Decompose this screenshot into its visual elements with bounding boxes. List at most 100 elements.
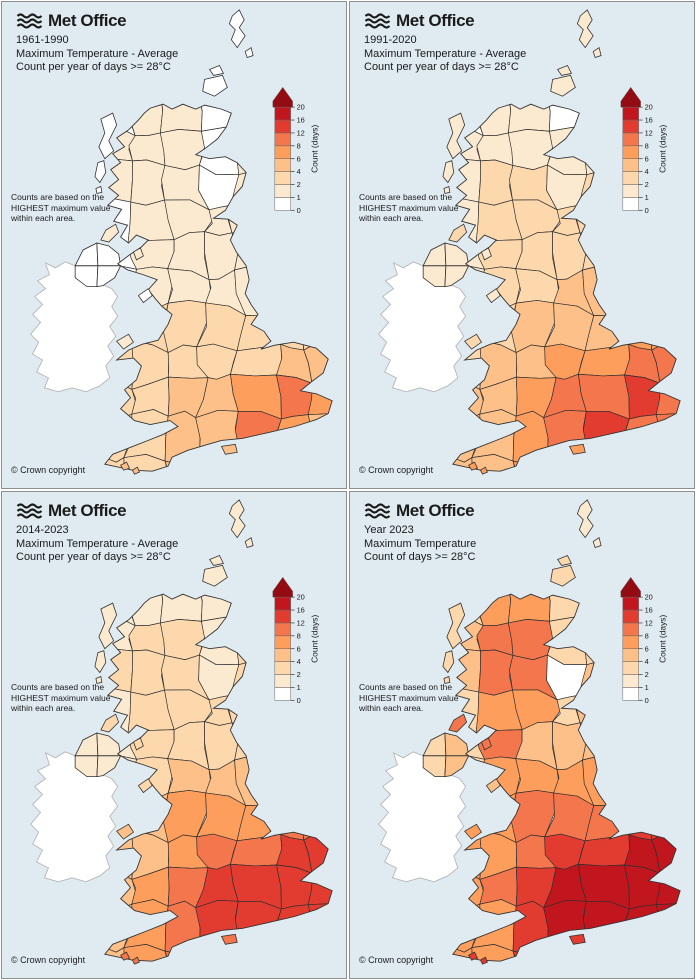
legend-tick-label: 20 [645, 593, 653, 602]
legend-segment [274, 197, 291, 211]
county-area [268, 268, 309, 308]
hebrides-islands [442, 602, 466, 684]
county-area [266, 234, 316, 279]
wight-islands [220, 443, 238, 455]
county-area [582, 410, 630, 450]
county-area [659, 942, 681, 962]
county-area [227, 694, 280, 727]
northern-ireland-county [96, 732, 122, 757]
county-area [276, 864, 313, 910]
met-office-logo: Met Office [16, 501, 178, 521]
legend-tick-label: 12 [297, 618, 305, 627]
county-area [164, 900, 201, 956]
shetland-islands [576, 499, 602, 549]
met-office-waves-icon [16, 503, 43, 519]
great-britain-coastline [452, 103, 681, 472]
legend-segment [274, 158, 291, 172]
county-area [233, 594, 272, 628]
panel-title: 2014-2023 Maximum Temperature - Average … [16, 524, 178, 565]
county-area [623, 414, 662, 458]
legend-segment [274, 171, 291, 185]
county-area [655, 382, 681, 419]
copyright-text: © Crown copyright [11, 955, 86, 965]
title-period: 2014-2023 [16, 524, 69, 536]
method-note: Counts are based on the HIGHEST maximum … [359, 682, 459, 713]
northern-ireland-county [422, 265, 447, 288]
legend-tick-label: 16 [297, 116, 305, 125]
county-area [198, 939, 243, 962]
legend-segment [622, 184, 639, 198]
county-area [579, 232, 618, 271]
legend-tick-label: 4 [297, 167, 301, 176]
channel-islands [120, 951, 140, 965]
county-area [614, 724, 664, 769]
county-area [478, 159, 514, 206]
county-area [311, 942, 333, 962]
county-area [302, 237, 333, 282]
county-area [512, 457, 555, 472]
hebrides-islands [94, 602, 118, 684]
county-area [616, 758, 657, 798]
county-area [621, 449, 664, 472]
anglesey-islands [464, 823, 483, 840]
legend-segment [622, 609, 639, 624]
county-area [575, 204, 628, 237]
northern-ireland-county [444, 755, 470, 778]
county-area [273, 939, 316, 962]
county-area [311, 452, 333, 472]
legend-axis-label: Count (days) [657, 614, 667, 662]
legend-arrow [272, 576, 293, 598]
county-area [650, 767, 681, 802]
county-area [302, 277, 333, 312]
county-area [659, 452, 681, 472]
county-area [164, 457, 207, 472]
legend-tick-label: 8 [297, 141, 301, 150]
islay-islands [448, 713, 468, 733]
county-area [159, 619, 206, 661]
legend-tick-label: 12 [645, 618, 653, 627]
county-area [301, 304, 333, 351]
legend-axis-label: Count (days) [309, 124, 319, 172]
northern-ireland-county [74, 755, 99, 778]
legend-tick-label: 2 [297, 180, 301, 189]
county-area [575, 694, 628, 727]
anglesey-islands [464, 333, 483, 350]
county-area [238, 448, 281, 472]
met-office-waves-icon [16, 13, 43, 29]
arran-islands [132, 737, 144, 751]
legend-tick-label: 1 [645, 193, 649, 202]
county-area [507, 619, 554, 661]
islay-islands [448, 223, 468, 243]
legend-segment [274, 596, 291, 611]
legend-tick-label: 4 [645, 657, 649, 666]
copyright-text: © Crown copyright [359, 955, 434, 965]
legend-segment [274, 661, 291, 675]
legend-tick-label: 8 [297, 631, 301, 640]
legend-tick-label: 4 [297, 657, 301, 666]
method-note: Counts are based on the HIGHEST maximum … [11, 682, 111, 713]
county-area [301, 686, 333, 737]
county-area [164, 410, 201, 466]
method-note: Counts are based on the HIGHEST maximum … [11, 192, 111, 223]
panel-header: Met Office 1961-1990 Maximum Temperature… [16, 11, 178, 75]
legend-segment [622, 674, 639, 688]
county-cells [452, 594, 681, 962]
islay-islands [100, 223, 120, 243]
great-britain-coastline [104, 593, 333, 962]
county-area [650, 277, 681, 312]
county-area [307, 382, 333, 419]
county-area [621, 939, 664, 962]
legend-tick-label: 20 [297, 593, 305, 602]
county-area [227, 204, 280, 237]
legend-segment [274, 648, 291, 662]
legend-axis-label: Count (days) [657, 124, 667, 172]
county-area [507, 594, 551, 624]
county-area [471, 944, 523, 962]
panel-header: Met Office Year 2023 Maximum Temperature… [364, 501, 476, 565]
county-area [649, 196, 681, 247]
anglesey-islands [116, 333, 135, 350]
